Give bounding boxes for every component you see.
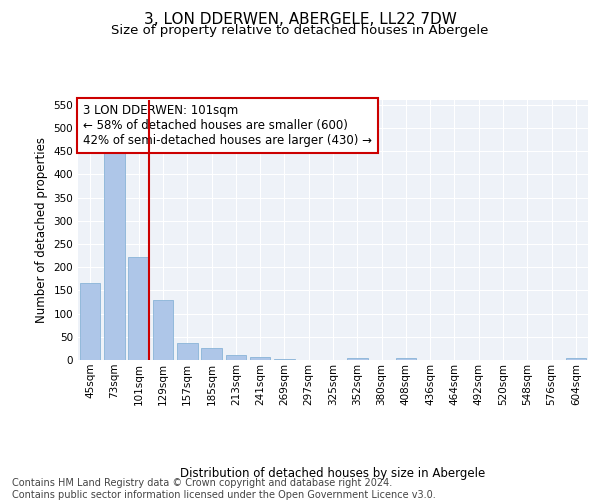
Text: Size of property relative to detached houses in Abergele: Size of property relative to detached ho… <box>112 24 488 37</box>
Bar <box>226 356 246 360</box>
Text: 3, LON DDERWEN, ABERGELE, LL22 7DW: 3, LON DDERWEN, ABERGELE, LL22 7DW <box>143 12 457 28</box>
Bar <box>347 358 368 360</box>
Bar <box>104 154 125 360</box>
Bar <box>128 257 149 360</box>
Bar <box>274 358 295 360</box>
Bar <box>566 358 586 360</box>
Y-axis label: Number of detached properties: Number of detached properties <box>35 137 48 323</box>
Text: Distribution of detached houses by size in Abergele: Distribution of detached houses by size … <box>181 467 485 480</box>
Bar <box>250 357 271 360</box>
Bar <box>201 348 222 360</box>
Text: Contains HM Land Registry data © Crown copyright and database right 2024.
Contai: Contains HM Land Registry data © Crown c… <box>12 478 436 500</box>
Text: 3 LON DDERWEN: 101sqm
← 58% of detached houses are smaller (600)
42% of semi-det: 3 LON DDERWEN: 101sqm ← 58% of detached … <box>83 104 372 147</box>
Bar <box>177 343 197 360</box>
Bar <box>80 284 100 360</box>
Bar <box>152 300 173 360</box>
Bar <box>395 358 416 360</box>
